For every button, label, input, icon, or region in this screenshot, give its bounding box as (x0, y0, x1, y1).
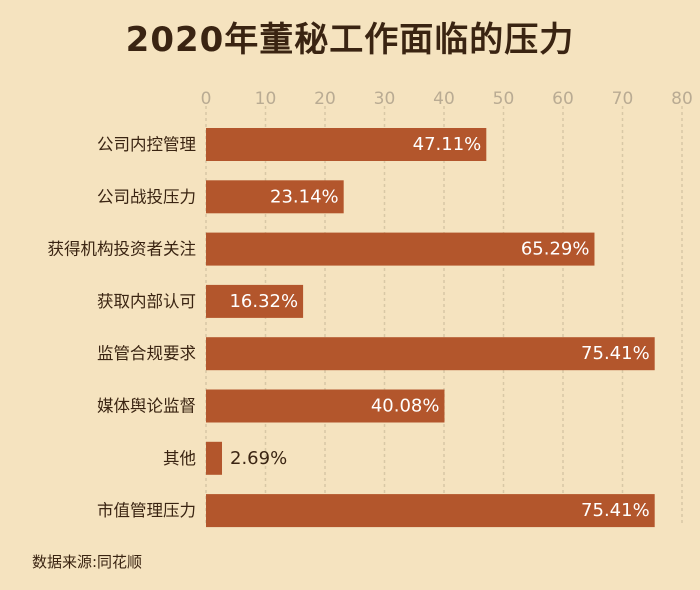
category-label: 获取内部认可 (97, 292, 196, 311)
category-label: 其他 (163, 449, 196, 468)
data-label: 23.14% (270, 186, 339, 207)
bar (206, 494, 655, 528)
data-label: 16.32% (229, 291, 298, 312)
category-label: 公司战投压力 (97, 187, 196, 206)
bar (206, 337, 655, 371)
data-label: 75.41% (581, 500, 650, 521)
category-label: 获得机构投资者关注 (48, 240, 197, 259)
x-tick-label: 30 (374, 89, 396, 109)
x-tick-label: 0 (201, 89, 212, 109)
bar (206, 284, 304, 318)
x-tick-label: 50 (493, 89, 515, 109)
data-label: 2.69% (230, 448, 287, 469)
data-label: 47.11% (413, 134, 482, 155)
bar (206, 389, 445, 423)
x-tick-label: 60 (552, 89, 574, 109)
bar (206, 180, 344, 214)
bar (206, 232, 595, 266)
bar (206, 128, 487, 161)
source-note: 数据来源:同花顺 (32, 553, 143, 571)
data-label: 75.41% (581, 343, 650, 364)
category-label: 监管合规要求 (97, 344, 196, 363)
x-tick-label: 20 (314, 89, 336, 109)
data-label: 40.08% (371, 396, 440, 417)
x-axis-ticks: 0 10 20 30 40 50 60 70 80 (201, 89, 693, 109)
category-label: 公司内控管理 (97, 135, 196, 154)
data-label: 65.29% (521, 239, 590, 260)
bar (206, 441, 223, 475)
x-tick-label: 80 (671, 89, 693, 109)
bars (206, 128, 655, 528)
x-tick-label: 40 (433, 89, 455, 109)
category-label: 媒体舆论监督 (97, 397, 196, 416)
chart-title: 2020年董秘工作面临的压力 (125, 20, 575, 60)
x-tick-label: 10 (255, 89, 277, 109)
category-label: 市值管理压力 (97, 501, 196, 520)
labels: 公司内控管理 47.11% 公司战投压力 23.14% 获得机构投资者关注 65.29% 获… (48, 134, 650, 521)
x-tick-label: 70 (612, 89, 634, 109)
